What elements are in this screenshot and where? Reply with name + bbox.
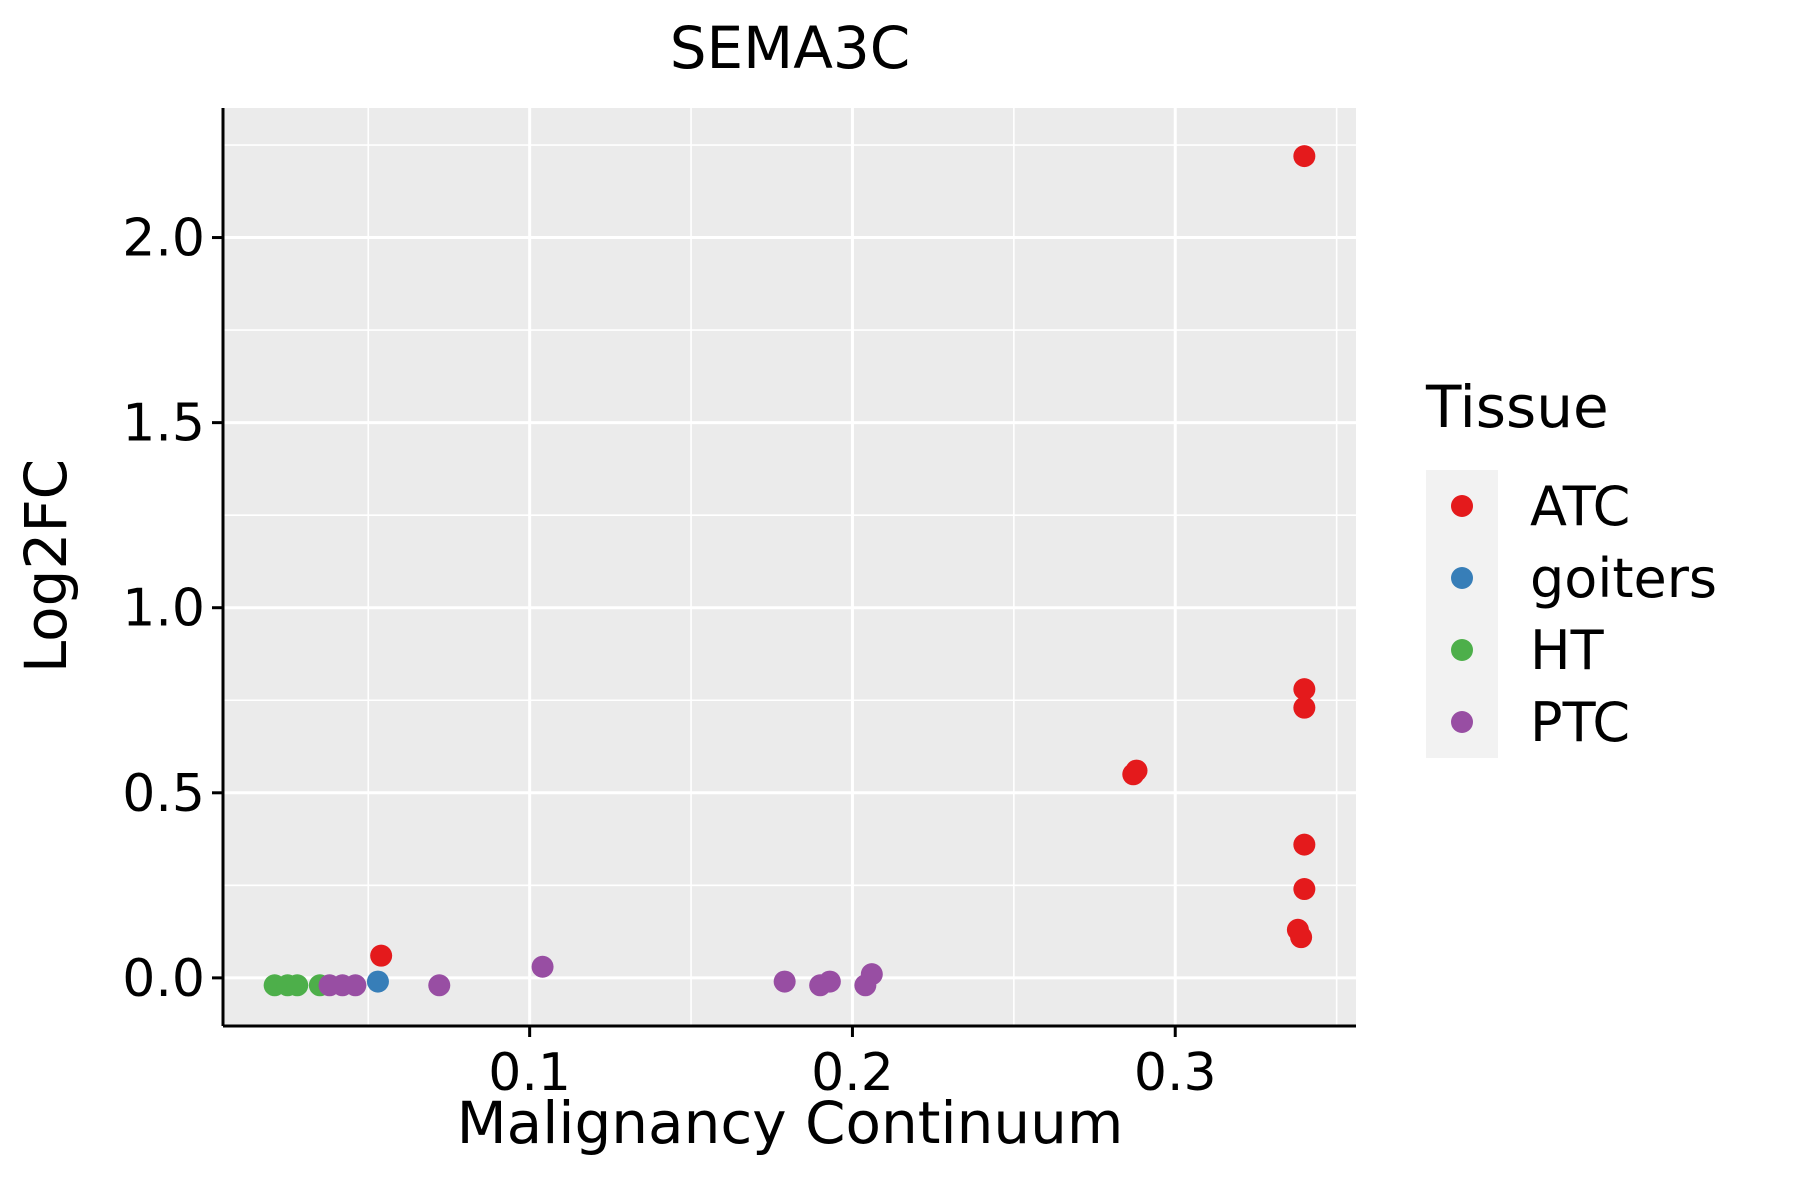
data-point-atc — [1293, 145, 1316, 168]
data-point-atc — [1293, 833, 1316, 856]
data-point-atc — [1293, 678, 1316, 701]
y-axis-label: Log2FC — [12, 459, 80, 673]
legend-label-ptc: PTC — [1530, 691, 1630, 754]
y-tick-label: 1.5 — [122, 394, 205, 454]
x-tick-label: 0.1 — [488, 1043, 571, 1103]
legend-key-atc — [1451, 495, 1473, 517]
data-point-atc — [370, 944, 393, 967]
legend-label-ht: HT — [1530, 619, 1605, 682]
legend-label-goiters: goiters — [1530, 547, 1717, 610]
chart-title: SEMA3C — [670, 14, 911, 82]
x-tick-label: 0.2 — [811, 1043, 894, 1103]
axes: 0.1 0.2 0.3 0.0 0.5 1.0 1.5 2.0 — [122, 108, 1356, 1103]
data-point-ht — [286, 974, 309, 997]
y-tick-label: 0.5 — [122, 764, 205, 824]
y-tick-label: 2.0 — [122, 209, 205, 269]
y-tick-label: 0.0 — [122, 949, 205, 1009]
plot-panel-background — [223, 108, 1356, 1026]
plot-area — [223, 108, 1356, 1026]
legend-key-goiters — [1451, 567, 1473, 589]
data-point-atc — [1293, 696, 1316, 719]
legend-key-ptc — [1451, 711, 1473, 733]
legend-key-ht — [1451, 639, 1473, 661]
data-point-ptc — [531, 955, 554, 978]
x-tick-label: 0.3 — [1134, 1043, 1217, 1103]
data-point-atc — [1125, 759, 1148, 782]
data-point-ptc — [428, 974, 451, 997]
legend-key-background — [1426, 470, 1498, 758]
data-point-ptc — [860, 963, 883, 986]
legend-label-atc: ATC — [1530, 475, 1630, 538]
data-point-atc — [1293, 878, 1316, 901]
y-tick-label: 1.0 — [122, 579, 205, 639]
x-axis-label: Malignancy Continuum — [457, 1089, 1124, 1157]
legend: Tissue ATC goiters HT PTC — [1425, 373, 1717, 758]
data-point-goiters — [366, 970, 389, 993]
data-point-atc — [1290, 926, 1313, 949]
data-point-ptc — [818, 970, 841, 993]
data-point-ptc — [773, 970, 796, 993]
data-point-ptc — [344, 974, 367, 997]
legend-title: Tissue — [1425, 373, 1609, 441]
